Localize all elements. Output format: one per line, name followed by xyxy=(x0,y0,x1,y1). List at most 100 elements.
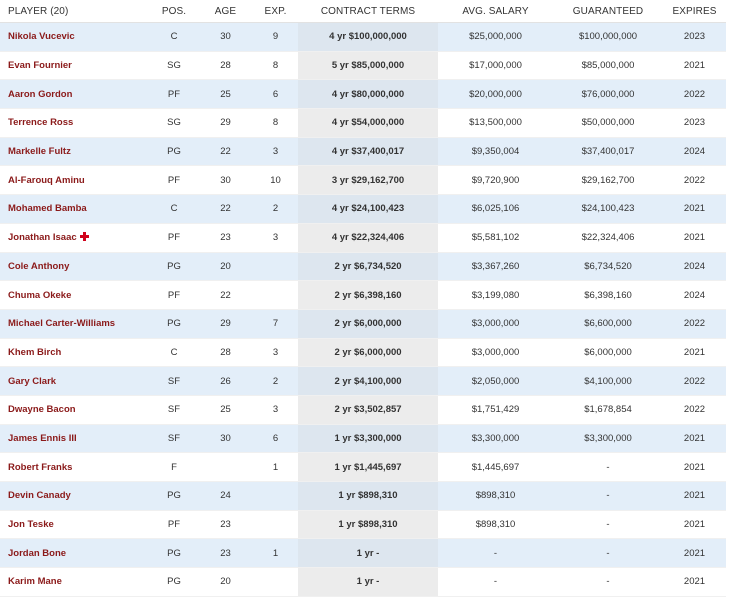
position-cell: SG xyxy=(150,108,198,138)
experience-cell: 3 xyxy=(253,338,298,368)
header-expires[interactable]: EXPIRES xyxy=(663,0,726,23)
position-cell: SF xyxy=(150,395,198,425)
player-link[interactable]: Evan Fournier xyxy=(8,60,72,72)
position-cell: C xyxy=(150,338,198,368)
player-cell: Khem Birch xyxy=(0,338,150,368)
age-cell: 29 xyxy=(198,309,253,339)
experience-cell: 1 xyxy=(253,452,298,482)
player-link[interactable]: Gary Clark xyxy=(8,375,57,387)
contract-terms-cell: 4 yr $22,324,406 xyxy=(298,223,438,253)
table-row: Dwayne Bacon SF 25 3 2 yr $3,502,857 $1,751,4… xyxy=(0,395,726,425)
player-link[interactable]: Devin Canady xyxy=(8,490,71,502)
player-link[interactable]: Nikola Vucevic xyxy=(8,31,75,43)
guaranteed-cell: - xyxy=(553,452,663,482)
table-header: PLAYER (20) POS. AGE EXP. CONTRACT TERMS… xyxy=(0,0,726,23)
contract-terms-cell: 1 yr $1,445,697 xyxy=(298,452,438,482)
player-link[interactable]: Dwayne Bacon xyxy=(8,404,76,416)
age-cell: 29 xyxy=(198,108,253,138)
player-cell: Aaron Gordon xyxy=(0,79,150,110)
experience-cell: 9 xyxy=(253,22,298,52)
guaranteed-cell: $76,000,000 xyxy=(553,79,663,110)
experience-cell: 2 xyxy=(253,366,298,396)
avg-salary-cell: - xyxy=(438,567,553,597)
header-guaranteed[interactable]: GUARANTEED xyxy=(553,0,663,23)
avg-salary-cell: $9,720,900 xyxy=(438,165,553,196)
avg-salary-cell: $1,751,429 xyxy=(438,395,553,425)
table-row: Khem Birch C 28 3 2 yr $6,000,000 $3,000,000 $… xyxy=(0,338,726,368)
expires-cell: 2021 xyxy=(663,452,726,482)
guaranteed-cell: - xyxy=(553,481,663,511)
player-link[interactable]: Markelle Fultz xyxy=(8,146,71,158)
table-row: Al-Farouq Aminu PF 30 10 3 yr $29,162,700 $9,… xyxy=(0,165,726,196)
age-cell: 28 xyxy=(198,51,253,81)
header-contract-terms[interactable]: CONTRACT TERMS xyxy=(298,0,438,23)
player-link[interactable]: Chuma Okeke xyxy=(8,289,72,301)
player-link[interactable]: Michael Carter-Williams xyxy=(8,318,116,330)
player-link[interactable]: Khem Birch xyxy=(8,346,62,358)
player-cell: Al-Farouq Aminu xyxy=(0,165,150,196)
avg-salary-cell: $3,300,000 xyxy=(438,424,553,454)
player-cell: Nikola Vucevic xyxy=(0,22,150,52)
player-link[interactable]: Karim Mane xyxy=(8,576,62,588)
contract-terms-cell: 4 yr $37,400,017 xyxy=(298,137,438,167)
player-link[interactable]: Terrence Ross xyxy=(8,117,74,129)
expires-cell: 2024 xyxy=(663,280,726,310)
expires-cell: 2022 xyxy=(663,395,726,425)
age-cell: 22 xyxy=(198,137,253,167)
player-link[interactable]: Aaron Gordon xyxy=(8,88,73,100)
experience-cell xyxy=(253,567,298,597)
avg-salary-cell: $25,000,000 xyxy=(438,22,553,52)
expires-cell: 2023 xyxy=(663,22,726,52)
player-link[interactable]: Jordan Bone xyxy=(8,547,67,559)
contract-terms-cell: 1 yr $898,310 xyxy=(298,481,438,511)
header-age[interactable]: AGE xyxy=(198,0,253,23)
age-cell: 20 xyxy=(198,252,253,282)
red-cross-icon[interactable] xyxy=(79,232,89,242)
player-link[interactable]: James Ennis III xyxy=(8,432,77,444)
player-cell: Karim Mane xyxy=(0,567,150,597)
guaranteed-cell: - xyxy=(553,567,663,597)
guaranteed-cell: $37,400,017 xyxy=(553,137,663,167)
guaranteed-cell: - xyxy=(553,538,663,569)
player-link[interactable]: Jon Teske xyxy=(8,519,54,531)
avg-salary-cell: $898,310 xyxy=(438,510,553,540)
guaranteed-cell: $50,000,000 xyxy=(553,108,663,138)
experience-cell xyxy=(253,280,298,310)
player-link[interactable]: Mohamed Bamba xyxy=(8,203,87,215)
table-row: Mohamed Bamba C 22 2 4 yr $24,100,423 $6,025,… xyxy=(0,194,726,224)
table-row: Jordan Bone PG 23 1 1 yr - - -2021 xyxy=(0,538,726,569)
expires-cell: 2024 xyxy=(663,137,726,167)
expires-cell: 2022 xyxy=(663,366,726,396)
position-cell: PF xyxy=(150,280,198,310)
player-link[interactable]: Al-Farouq Aminu xyxy=(8,174,85,186)
guaranteed-cell: - xyxy=(553,510,663,540)
player-cell: Robert Franks xyxy=(0,452,150,482)
contract-terms-cell: 2 yr $3,502,857 xyxy=(298,395,438,425)
avg-salary-cell: $13,500,000 xyxy=(438,108,553,138)
expires-cell: 2021 xyxy=(663,481,726,511)
age-cell: 30 xyxy=(198,165,253,196)
header-exp[interactable]: EXP. xyxy=(253,0,298,23)
age-cell: 25 xyxy=(198,395,253,425)
expires-cell: 2021 xyxy=(663,538,726,569)
position-cell: PF xyxy=(150,510,198,540)
guaranteed-cell: $29,162,700 xyxy=(553,165,663,196)
avg-salary-cell: $898,310 xyxy=(438,481,553,511)
contract-terms-cell: 2 yr $6,000,000 xyxy=(298,338,438,368)
header-pos[interactable]: POS. xyxy=(150,0,198,23)
contract-terms-cell: 2 yr $6,734,520 xyxy=(298,252,438,282)
player-link[interactable]: Robert Franks xyxy=(8,461,73,473)
header-player[interactable]: PLAYER (20) xyxy=(0,0,150,23)
guaranteed-cell: $6,000,000 xyxy=(553,338,663,368)
position-cell: PG xyxy=(150,567,198,597)
player-link[interactable]: Jonathan Isaac xyxy=(8,232,77,244)
position-cell: SF xyxy=(150,424,198,454)
player-link[interactable]: Cole Anthony xyxy=(8,260,70,272)
experience-cell: 10 xyxy=(253,165,298,196)
avg-salary-cell: $5,581,102 xyxy=(438,223,553,253)
expires-cell: 2022 xyxy=(663,165,726,196)
player-cell: Jon Teske xyxy=(0,510,150,540)
age-cell: 20 xyxy=(198,567,253,597)
header-avg-salary[interactable]: AVG. SALARY xyxy=(438,0,553,23)
expires-cell: 2023 xyxy=(663,108,726,138)
